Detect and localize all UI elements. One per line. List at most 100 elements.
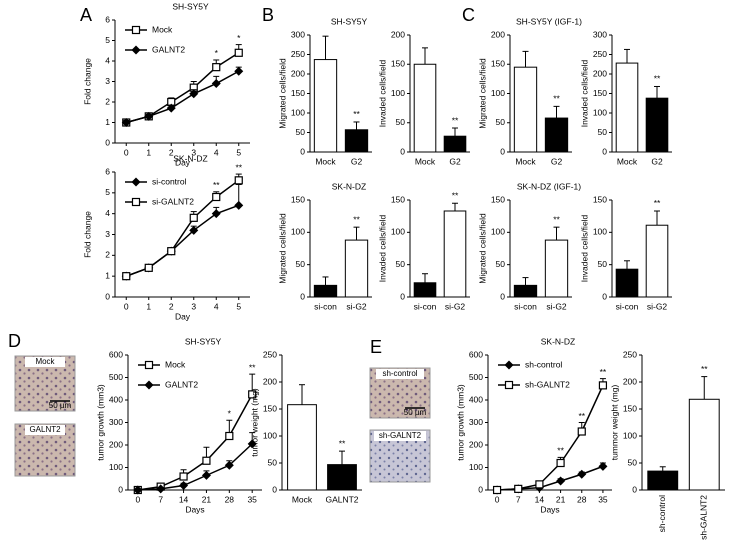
bar [344,129,369,153]
marker [535,480,544,489]
marker [234,176,243,185]
marker [189,213,198,222]
marker [492,485,502,495]
y-tick-label: 150 [291,194,305,204]
legend-marker [131,25,141,35]
line [125,179,240,277]
y-tick-label: 100 [469,462,483,472]
legend-label: GALNT2 [152,44,185,54]
y-tick-label: 100 [391,227,405,237]
x-tick-label: 7 [158,494,163,504]
marker [556,458,565,468]
marker [133,485,143,495]
y-tick-label: 200 [391,29,405,39]
y-tick-label: 100 [491,88,505,98]
y-tick-label: 150 [291,88,305,98]
y-tick-label: 600 [469,349,483,359]
marker [234,48,243,57]
x-tick-label: 1 [146,147,151,157]
x-tick-label: Mock [515,156,536,166]
marker [225,431,234,441]
y-axis-label: Fold change [82,58,92,105]
y-tick-label: 100 [623,430,637,440]
significance: ** [578,411,585,421]
y-axis-label: Invaded cells/field [377,59,387,127]
y-axis-label: Invaded cells/field [377,214,387,282]
significance: ** [213,180,220,190]
y-axis-label: Migrated cells/field [477,213,487,284]
chart-title: SK-N-DZ [332,181,366,191]
y-tick-label: 0 [105,291,110,301]
legend-marker [131,177,141,187]
x-tick-label: 28 [225,494,235,504]
y-tick-label: 600 [109,349,123,359]
x-tick-label: 3 [191,301,196,311]
x-axis-label: Days [185,504,204,514]
y-tick-label: 1 [105,117,110,127]
legend-label: si-GALNT2 [152,196,194,206]
line [126,52,240,124]
x-tick-label: si-con [514,301,537,311]
y-tick-label: 2 [105,250,110,260]
marker [144,111,154,121]
panel-label: C [462,5,475,25]
y-axis-label: Migrated cells/field [277,213,287,284]
chart-title: SK-N-DZ [541,336,575,346]
x-tick-label: 4 [214,147,219,157]
y-tick-label: 200 [623,376,637,386]
x-tick-label: si-con [414,301,437,311]
marker [234,66,244,76]
significance: ** [235,162,242,172]
y-tick-label: 250 [263,349,277,359]
significance: * [215,48,219,58]
y-tick-label: 200 [469,439,483,449]
legend-marker [131,197,141,207]
y-tick-label: 150 [263,403,277,413]
image-label-bg [374,431,426,441]
x-tick-label: si-G2 [346,301,367,311]
y-tick-label: 0 [632,484,637,494]
y-tick-label: 250 [291,49,305,59]
marker [189,89,199,99]
significance: ** [553,214,560,224]
y-tick-label: 300 [109,417,123,427]
y-tick-label: 50 [396,117,406,127]
significance: ** [600,367,607,377]
significance: ** [249,362,256,372]
bar [513,66,538,153]
marker [202,456,211,465]
y-tick-label: 50 [396,259,406,269]
bar [615,62,639,153]
chart-title: SK-N-DZ [173,153,207,163]
significance: ** [701,364,708,374]
marker [179,481,189,490]
y-tick-label: 0 [105,137,110,147]
y-tick-label: 200 [263,376,277,386]
y-tick-label: 3 [105,229,110,239]
y-tick-label: 300 [291,29,305,39]
marker [167,247,176,256]
bar [443,135,467,153]
y-tick-label: 500 [109,372,123,382]
marker [212,192,221,202]
legend-marker [131,45,141,55]
x-tick-label: Mock [292,494,313,504]
x-tick-label: Mock [315,156,336,166]
chart-title: SH-SY5Y [331,16,368,26]
legend-label: Mock [165,359,186,369]
y-tick-label: 0 [118,484,123,494]
marker [156,484,166,494]
legend-label: sh-GALNT2 [525,379,570,389]
y-tick-label: 50 [496,259,506,269]
marker [577,469,587,479]
y-tick-label: 100 [593,107,607,117]
line [137,394,253,491]
legend-marker [144,380,154,390]
legend-label: si-control [152,176,187,186]
marker [577,427,586,436]
y-tick-label: 0 [400,291,405,301]
y-tick-label: 0 [300,291,305,301]
bar [413,282,437,298]
y-tick-label: 6 [105,166,110,176]
bar [645,224,669,298]
